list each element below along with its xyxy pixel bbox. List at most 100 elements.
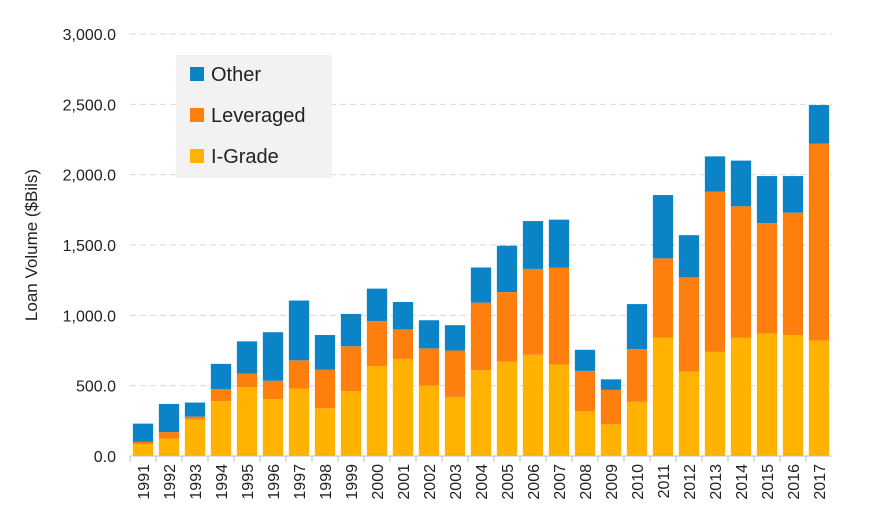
bar-other-2009 — [600, 379, 622, 390]
bar-leveraged-1997 — [288, 360, 310, 389]
y-axis-title: Loan Volume ($Bils) — [22, 169, 41, 321]
x-tick-label: 2008 — [578, 464, 595, 500]
x-tick-label: 2001 — [396, 464, 413, 500]
x-tick-label: 2013 — [708, 464, 725, 500]
bar-leveraged-2002 — [418, 348, 440, 386]
x-axis-ticks: 1991 1992 1993 1994 1995 1996 1997 1998 1999 2000… — [129, 456, 829, 500]
bar-i-grade-2004 — [470, 370, 492, 456]
bar-i-grade-2014 — [730, 337, 752, 456]
x-tick-label: 2016 — [786, 464, 803, 500]
x-tick-label: 2014 — [734, 464, 751, 500]
bar-i-grade-1995 — [236, 387, 258, 456]
bar-leveraged-2009 — [600, 389, 622, 425]
bar-other-1997 — [288, 300, 310, 361]
bar-other-2010 — [626, 304, 648, 350]
bar-i-grade-1991 — [132, 444, 154, 456]
y-tick-label: 2,000.0 — [63, 168, 116, 185]
bar-i-grade-2002 — [418, 385, 440, 456]
bar-i-grade-1996 — [262, 399, 284, 456]
bar-other-2006 — [522, 221, 544, 269]
x-tick-label: 2000 — [370, 464, 387, 500]
bar-i-grade-2015 — [756, 333, 778, 456]
bar-leveraged-1999 — [340, 346, 362, 392]
bar-leveraged-2011 — [652, 258, 674, 338]
bar-leveraged-2008 — [574, 370, 596, 411]
bar-other-2015 — [756, 176, 778, 224]
legend-label-other: Other — [211, 64, 261, 86]
bar-i-grade-1992 — [158, 438, 180, 456]
x-tick-label: 1994 — [214, 464, 231, 500]
bar-other-2012 — [678, 235, 700, 278]
bar-leveraged-2014 — [730, 206, 752, 338]
bar-leveraged-2006 — [522, 268, 544, 355]
bar-leveraged-2005 — [496, 292, 518, 362]
x-tick-label: 1998 — [318, 464, 335, 500]
y-tick-label: 1,500.0 — [63, 238, 116, 255]
bars — [130, 105, 832, 457]
y-axis-ticks: 0.0 500.0 1,000.0 1,500.0 2,000.0 2,500.0 3,00… — [63, 27, 116, 466]
bar-leveraged-2000 — [366, 320, 388, 366]
bar-i-grade-1993 — [184, 419, 206, 456]
y-tick-label: 2,500.0 — [63, 97, 116, 114]
x-tick-label: 2017 — [812, 464, 829, 500]
bar-leveraged-2003 — [444, 350, 466, 397]
bar-i-grade-2011 — [652, 337, 674, 456]
bar-i-grade-1998 — [314, 408, 336, 456]
bar-other-2007 — [548, 219, 570, 268]
bar-other-1992 — [158, 403, 180, 433]
y-tick-label: 500.0 — [76, 379, 116, 396]
x-tick-label: 1995 — [240, 464, 257, 500]
bar-other-2001 — [392, 301, 414, 330]
legend-swatch-other — [190, 67, 204, 81]
bar-other-1999 — [340, 313, 362, 347]
bar-i-grade-2009 — [600, 424, 622, 456]
bar-leveraged-2001 — [392, 329, 414, 359]
bar-leveraged-2012 — [678, 277, 700, 372]
bar-other-1998 — [314, 335, 336, 370]
bar-other-1991 — [132, 423, 154, 442]
bar-other-1995 — [236, 341, 258, 374]
x-tick-label: 1997 — [292, 464, 309, 500]
bar-other-1996 — [262, 332, 284, 381]
bar-other-1993 — [184, 402, 206, 417]
bar-leveraged-1991 — [132, 441, 154, 445]
bar-other-2000 — [366, 288, 388, 321]
legend-label-i-grade: I-Grade — [211, 146, 279, 168]
x-tick-label: 2007 — [552, 464, 569, 500]
legend: Other Leveraged I-Grade — [176, 55, 332, 178]
x-tick-label: 2005 — [500, 464, 517, 500]
bar-i-grade-2016 — [782, 335, 804, 456]
legend-label-leveraged: Leveraged — [211, 105, 306, 127]
bar-leveraged-2016 — [782, 212, 804, 336]
bar-i-grade-2017 — [808, 340, 830, 456]
bar-other-2017 — [808, 105, 830, 144]
y-tick-label: 1,000.0 — [63, 308, 116, 325]
bar-i-grade-2010 — [626, 401, 648, 456]
bar-i-grade-2007 — [548, 364, 570, 456]
bar-other-2013 — [704, 156, 726, 192]
bar-i-grade-2000 — [366, 365, 388, 456]
bar-leveraged-1998 — [314, 369, 336, 409]
x-tick-label: 1993 — [188, 464, 205, 500]
bar-i-grade-2012 — [678, 371, 700, 456]
legend-swatch-leveraged — [190, 108, 204, 122]
x-tick-label: 1991 — [136, 464, 153, 500]
y-tick-label: 3,000.0 — [63, 27, 116, 44]
x-tick-label: 1996 — [266, 464, 283, 500]
bar-i-grade-2003 — [444, 396, 466, 456]
bar-leveraged-2004 — [470, 302, 492, 371]
x-tick-label: 1992 — [162, 464, 179, 500]
x-tick-label: 2010 — [630, 464, 647, 500]
bar-other-2002 — [418, 320, 440, 349]
bar-i-grade-2008 — [574, 410, 596, 456]
bar-i-grade-2006 — [522, 354, 544, 456]
x-tick-label: 2002 — [422, 464, 439, 500]
bar-other-2004 — [470, 267, 492, 303]
bar-i-grade-2005 — [496, 361, 518, 456]
bar-i-grade-1994 — [210, 401, 232, 456]
bar-other-2011 — [652, 195, 674, 259]
bar-i-grade-2001 — [392, 358, 414, 456]
bar-leveraged-1992 — [158, 432, 180, 439]
